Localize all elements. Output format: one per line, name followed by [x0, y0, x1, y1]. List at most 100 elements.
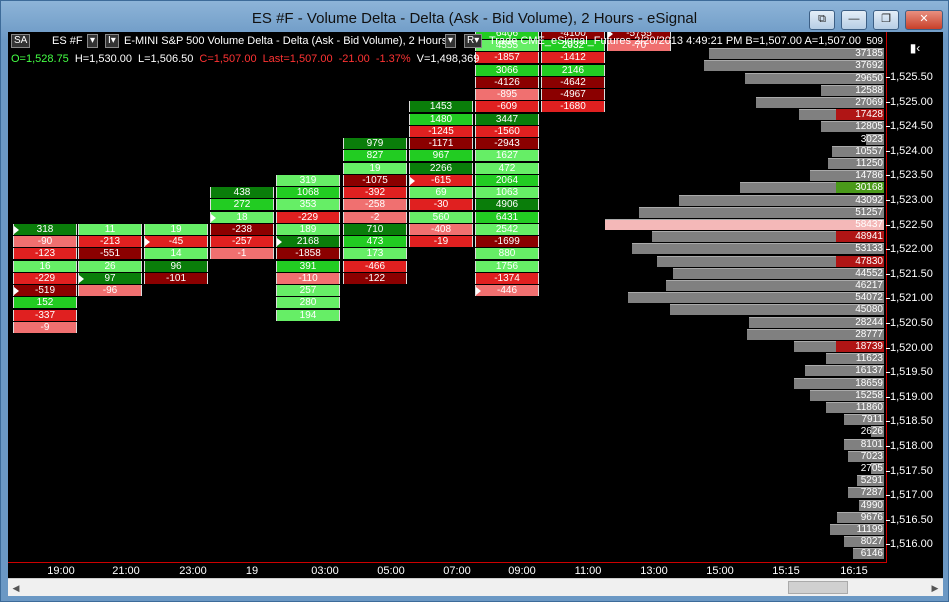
- volume-profile-label: 43092: [855, 194, 883, 206]
- volume-profile-label: 29650: [855, 72, 883, 84]
- volume-profile-bar: [665, 280, 884, 291]
- delta-cell: -1858: [276, 248, 340, 260]
- delta-cell: -1857: [475, 52, 539, 64]
- delta-cell: 880: [475, 248, 539, 260]
- delta-cell: -551: [78, 248, 142, 260]
- delta-cell: -466: [343, 260, 407, 272]
- delta-cell: 272: [210, 199, 274, 211]
- time-axis[interactable]: 19:00 21:00 23:00 19 03:00 05:00 07:00 09:00 11:…: [8, 562, 887, 578]
- delta-cell: -1560: [475, 125, 539, 137]
- price-tick-label: 1,523.50: [886, 169, 933, 182]
- scroll-left-icon[interactable]: ◀: [12, 583, 20, 593]
- volume-profile-bar: [809, 389, 884, 401]
- delta-cell: 391: [276, 260, 340, 272]
- close-button[interactable]: ✕: [905, 10, 943, 30]
- price-axis[interactable]: ▮‹ 1,525.50 1,525.00 1,524.50 1,524.00 1,523…: [886, 32, 943, 562]
- price-line: [886, 32, 887, 562]
- scroll-right-icon[interactable]: ▶: [931, 583, 939, 593]
- delta-cell: 473: [343, 236, 407, 247]
- delta-cell: 1756: [475, 260, 539, 272]
- title-bar[interactable]: ES #F - Volume Delta - Delta (Ask - Bid …: [1, 1, 948, 33]
- study-dropdown-icon[interactable]: ▾: [445, 34, 457, 48]
- delta-cell: -609: [475, 101, 539, 113]
- volume-profile-label: 2626: [860, 426, 883, 438]
- sa-dropdown[interactable]: SA: [11, 34, 31, 48]
- volume-profile-bar: [836, 511, 884, 523]
- volume-profile-bar: [652, 231, 884, 243]
- volume-profile-label: 18739: [836, 341, 884, 352]
- symbol-label[interactable]: ES #F: [52, 35, 83, 47]
- delta-cell: -45: [144, 236, 208, 247]
- volume-profile-bar: [830, 524, 884, 535]
- price-tick-label: 1,516.00: [886, 538, 933, 551]
- time-tick-label: 13:00: [640, 565, 668, 577]
- volume-profile-bar: [857, 475, 884, 487]
- volume-profile-label: 11860: [855, 402, 883, 413]
- restore-icon[interactable]: ⧉: [809, 10, 835, 30]
- price-tick-label: 1,522.50: [886, 218, 933, 231]
- scrollbar-thumb[interactable]: [788, 581, 848, 594]
- time-tick-label: 03:00: [311, 565, 339, 577]
- delta-cell: 318: [13, 223, 77, 235]
- volume-profile-label: 28777: [855, 328, 883, 340]
- volume-profile-label: 47830: [836, 255, 884, 267]
- volume-profile-label: 4990: [860, 499, 883, 511]
- time-tick-label: 15:15: [772, 565, 800, 577]
- delta-cell: 2032: [541, 40, 605, 51]
- volume-profile-bar: [832, 145, 884, 157]
- minimize-button[interactable]: —: [841, 10, 867, 30]
- study-description: E-MINI S&P 500 Volume Delta - Delta (Ask…: [124, 35, 448, 47]
- delta-cell: -1245: [409, 125, 473, 137]
- delta-cell: -19: [409, 236, 473, 247]
- delta-cell: 438: [210, 187, 274, 198]
- volume-profile-label: 12588: [855, 84, 883, 96]
- symbol-dropdown-icon[interactable]: ▾: [87, 34, 99, 48]
- volume-profile-bar: [827, 158, 884, 169]
- chart-plot-area[interactable]: 318 -90 -123 16 -229 -519 152 -337 -9 11 -213 -551 2…: [8, 32, 887, 562]
- volume-profile-bar: [859, 499, 884, 511]
- delta-cell: 6431: [475, 211, 539, 223]
- marker-triangle-icon: [608, 32, 613, 38]
- high-value: H=1,530.00: [74, 53, 132, 65]
- axis-scale-icon[interactable]: ▮‹: [887, 32, 943, 72]
- delta-cell: -258: [343, 199, 407, 211]
- interval-dropdown[interactable]: I▾: [105, 34, 119, 48]
- time-tick-label: 11:00: [574, 565, 602, 577]
- volume-profile-label: 9676: [860, 511, 883, 523]
- delta-cell: -5755: [607, 32, 671, 39]
- delta-cell: -2943: [475, 138, 539, 149]
- time-tick-label: 21:00: [112, 565, 140, 577]
- delta-cell: -2: [343, 211, 407, 223]
- delta-cell: 189: [276, 223, 340, 235]
- delta-cell: 11: [78, 223, 142, 235]
- volume-profile-label: 51257: [855, 206, 883, 218]
- price-tick-label: 1,522.00: [886, 243, 933, 256]
- volume-profile-label: 48941: [836, 231, 884, 243]
- r-dropdown[interactable]: R▾: [464, 34, 483, 48]
- volume-profile-label: 58437: [855, 219, 883, 230]
- time-tick-label: 09:00: [508, 565, 536, 577]
- horizontal-scrollbar[interactable]: ◀ ▶: [8, 578, 943, 596]
- delta-cell: -90: [13, 236, 77, 247]
- volume-profile-label: 11623: [855, 353, 883, 365]
- volume-profile-label: 3023: [860, 133, 883, 145]
- delta-cell: -4642: [541, 76, 605, 88]
- open-value: O=1,528.75: [11, 53, 69, 65]
- volume-profile-bar: [740, 182, 884, 194]
- volume-profile-bar: [638, 206, 884, 218]
- delta-cell: -392: [343, 187, 407, 198]
- chart-client-area: 318 -90 -123 16 -229 -519 152 -337 -9 11 -213 -551 2…: [8, 32, 943, 596]
- ohlc-readout: O=1,528.75 H=1,530.00 L=1,506.50 C=1,507.00…: [11, 53, 485, 65]
- delta-cell: -110: [276, 272, 340, 284]
- marker-triangle-icon: [410, 176, 415, 185]
- volume-profile-bar: [805, 365, 884, 377]
- volume-profile-label: 53133: [855, 243, 883, 255]
- volume-profile-bar: [708, 48, 884, 60]
- window-title: ES #F - Volume Delta - Delta (Ask - Bid …: [251, 10, 698, 27]
- delta-cell: -519: [13, 285, 77, 296]
- change-value: -21.00: [338, 53, 370, 65]
- maximize-button[interactable]: ❐: [873, 10, 899, 30]
- delta-cell: 827: [343, 150, 407, 162]
- delta-cell: 1453: [409, 101, 473, 113]
